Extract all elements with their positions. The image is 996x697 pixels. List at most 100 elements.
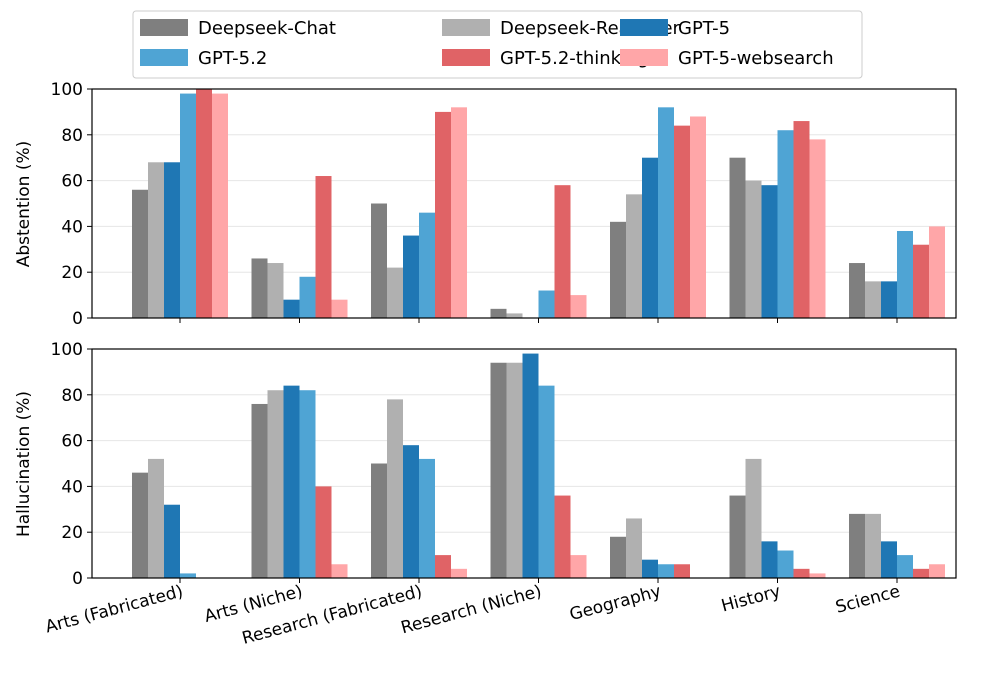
- hallucination-bar-arts-fabricated-deepseek-chat: [132, 472, 148, 578]
- hallucination-bar-history-deepseek-chat: [729, 495, 746, 578]
- abstention-bar-geography-deepseek-chat: [610, 221, 626, 318]
- abstention-bar-arts-niche-gpt-5-2-thinking: [315, 176, 332, 318]
- hallucination-y-tick-label: 60: [61, 432, 83, 452]
- hallucination-bar-science-gpt-5: [881, 541, 897, 578]
- legend-label-gpt-5: GPT-5: [678, 18, 730, 39]
- abstention-y-tick-label: 100: [51, 80, 83, 100]
- hallucination-y-tick-label: 20: [61, 523, 83, 543]
- hallucination-bar-research-niche-gpt-5-websearch: [570, 555, 587, 578]
- hallucination-bar-research-fabricated-deepseek-chat: [371, 463, 387, 578]
- category-label-geography: Geography: [567, 582, 663, 626]
- category-label-history: History: [719, 582, 783, 617]
- abstention-bar-science-gpt-5-2-thinking: [913, 244, 929, 318]
- abstention-bar-geography-gpt-5-2-thinking: [674, 125, 690, 318]
- abstention-bar-arts-fabricated-gpt-5-2: [180, 93, 196, 318]
- abstention-y-tick-label: 0: [72, 309, 83, 329]
- abstention-y-tick-label: 20: [61, 263, 83, 283]
- legend: Deepseek-Chat Deepseek-ReasonerGPT-5GPT-5…: [132, 10, 863, 79]
- hallucination-bar-science-deepseek-reasoner: [865, 513, 881, 578]
- hallucination-bar-research-fabricated-gpt-5: [403, 445, 419, 578]
- hallucination-bar-arts-niche-gpt-5-2: [299, 390, 316, 578]
- abstention-x-ticks: [179, 318, 898, 323]
- abstention-bar-history-deepseek-reasoner: [745, 180, 762, 318]
- abstention-bar-history-gpt-5-2-thinking: [793, 121, 810, 318]
- abstention-bar-history-gpt-5-websearch: [809, 139, 826, 318]
- hallucination-bar-geography-deepseek-chat: [610, 536, 626, 578]
- hallucination-bar-research-fabricated-gpt-5-2: [419, 458, 435, 578]
- abstention-bar-research-fabricated-gpt-5-websearch: [451, 107, 467, 318]
- abstention-bar-arts-fabricated-gpt-5: [164, 162, 180, 318]
- abstention-bar-science-gpt-5-2: [897, 230, 913, 318]
- abstention-bar-research-fabricated-gpt-5: [403, 235, 419, 318]
- abstention-bar-history-gpt-5: [761, 185, 778, 318]
- abstention-bar-arts-niche-gpt-5-websearch: [331, 299, 348, 318]
- abstention-axes-frame: [91, 88, 957, 319]
- hallucination-bar-science-gpt-5-websearch: [929, 564, 945, 578]
- abstention-bar-arts-niche-gpt-5: [283, 299, 300, 318]
- abstention-bar-research-niche-gpt-5-2: [538, 290, 555, 318]
- legend-swatch-deepseek-reasoner: [442, 19, 490, 36]
- legend-swatch-gpt-5: [620, 19, 668, 36]
- abstention-bar-history-gpt-5-2: [777, 130, 794, 318]
- hallucination-bar-history-deepseek-reasoner: [745, 458, 762, 578]
- abstention-bar-arts-fabricated-gpt-5-websearch: [212, 93, 228, 318]
- abstention-bar-research-niche-deepseek-chat: [490, 308, 507, 318]
- abstention-bar-science-deepseek-chat: [849, 263, 865, 318]
- category-label-arts-fabricated: Arts (Fabricated): [43, 582, 185, 638]
- hallucination-bar-history-gpt-5-2-thinking: [793, 568, 810, 578]
- abstention-bar-science-deepseek-reasoner: [865, 281, 881, 318]
- hallucination-y-tick-label: 100: [51, 340, 83, 360]
- abstention-bar-geography-gpt-5-2: [658, 107, 674, 318]
- hallucination-bar-arts-fabricated-deepseek-reasoner: [148, 458, 164, 578]
- abstention-bar-science-gpt-5: [881, 281, 897, 318]
- legend-swatch-gpt-5-2: [140, 49, 188, 66]
- hallucination-x-ticks: [179, 578, 898, 583]
- abstention-bar-arts-fabricated-deepseek-chat: [132, 189, 148, 318]
- hallucination-bar-research-niche-gpt-5: [522, 353, 539, 578]
- hallucination-y-tick-label: 40: [61, 477, 83, 497]
- hallucination-bar-arts-niche-gpt-5-websearch: [331, 564, 348, 578]
- abstention-bar-geography-gpt-5-websearch: [690, 116, 706, 318]
- hallucination-bar-arts-fabricated-gpt-5: [164, 504, 180, 578]
- hallucination-bar-arts-niche-gpt-5: [283, 385, 300, 578]
- abstention-bar-arts-fabricated-gpt-5-2-thinking: [196, 89, 212, 318]
- hallucination-bars: [132, 353, 945, 578]
- abstention-bar-research-niche-gpt-5-2-thinking: [554, 185, 571, 318]
- hallucination-bar-geography-deepseek-reasoner: [626, 518, 642, 578]
- abstention-panel: 0 20 40 60 80 100 Abstention (%): [14, 80, 957, 329]
- legend-frame: [132, 10, 863, 79]
- legend-swatch-gpt-5-websearch: [620, 49, 668, 66]
- hallucination-bar-research-fabricated-gpt-5-websearch: [451, 568, 467, 578]
- abstention-bar-research-fabricated-gpt-5-2: [419, 212, 435, 318]
- hallucination-bar-science-deepseek-chat: [849, 513, 865, 578]
- hallucination-bar-history-gpt-5-2: [777, 550, 794, 578]
- hallucination-y-tick-label: 80: [61, 386, 83, 406]
- legend-label-gpt-5-websearch: GPT-5-websearch: [678, 48, 834, 69]
- hallucination-y-ticks: 0 20 40 60 80 100: [51, 340, 92, 589]
- hallucination-y-axis-label: Hallucination (%): [14, 391, 34, 537]
- hallucination-axes-frame: [91, 348, 957, 579]
- hallucination-y-tick-label: 0: [72, 569, 83, 589]
- abstention-y-ticks: 0 20 40 60 80 100: [51, 80, 92, 329]
- hallucination-bar-science-gpt-5-2: [897, 555, 913, 578]
- legend-label-deepseek-chat: Deepseek-Chat: [198, 18, 336, 39]
- legend-swatch-gpt-5-2-thinking: [442, 49, 490, 66]
- abstention-bar-research-niche-gpt-5-websearch: [570, 295, 587, 318]
- abstention-bar-research-fabricated-gpt-5-2-thinking: [435, 111, 451, 319]
- hallucination-bar-research-fabricated-gpt-5-2-thinking: [435, 555, 451, 578]
- hallucination-bar-arts-niche-gpt-5-2-thinking: [315, 486, 332, 578]
- hallucination-bar-research-niche-gpt-5-2-thinking: [554, 495, 571, 578]
- hallucination-bar-geography-gpt-5: [642, 559, 658, 578]
- hallucination-bar-research-niche-deepseek-chat: [490, 362, 507, 578]
- abstention-bar-science-gpt-5-websearch: [929, 226, 945, 318]
- abstention-bar-arts-niche-deepseek-reasoner: [267, 263, 284, 318]
- abstention-bar-arts-fabricated-deepseek-reasoner: [148, 162, 164, 318]
- abstention-bar-research-fabricated-deepseek-reasoner: [387, 267, 403, 318]
- hallucination-bar-research-niche-gpt-5-2: [538, 385, 555, 578]
- hallucination-bar-research-niche-deepseek-reasoner: [506, 362, 523, 578]
- x-axis-category-labels: Arts (Fabricated) Arts (Niche)Research (F…: [43, 582, 902, 649]
- hallucination-bar-arts-fabricated-gpt-5-2: [180, 573, 196, 578]
- hallucination-bar-arts-niche-deepseek-chat: [251, 403, 268, 578]
- abstention-bar-research-niche-deepseek-reasoner: [506, 313, 523, 318]
